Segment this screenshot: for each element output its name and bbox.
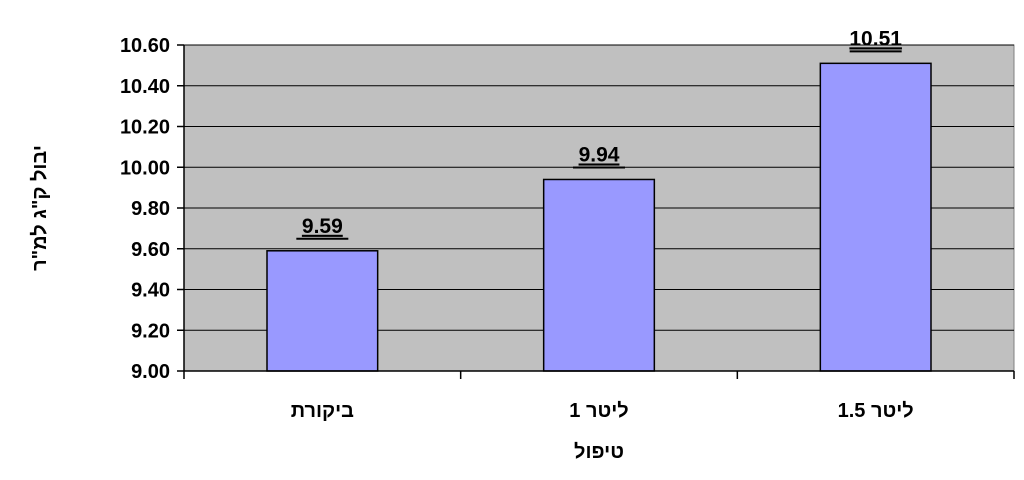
data-labels: 9.59 9.94 10.51 <box>296 27 902 240</box>
y-tick-label: 10.60 <box>120 35 170 57</box>
y-tick-label: 9.80 <box>131 198 170 220</box>
y-tick-label: 9.00 <box>131 361 170 383</box>
bar <box>542 178 656 372</box>
y-axis-title: יבול ק"ג למ"ר <box>29 145 51 271</box>
x-axis-ticks: ביקורת ליטר 1 ליטר 1.5 <box>183 371 1015 422</box>
y-tick-label: 9.60 <box>131 239 170 261</box>
y-axis-ticks: 9.00 9.20 9.40 9.60 9.80 10.00 10.20 10.40 10.60 <box>120 35 184 383</box>
x-tick-label: ליטר 1.5 <box>838 400 914 422</box>
y-tick-label: 9.40 <box>131 280 170 302</box>
y-tick-label: 10.20 <box>120 117 170 139</box>
data-label: 10.51 <box>849 27 902 50</box>
bar <box>266 250 379 372</box>
x-axis-title: טיפול <box>574 441 624 463</box>
y-tick-label: 10.40 <box>120 76 170 98</box>
bar <box>819 62 932 372</box>
x-tick-label: ביקורת <box>291 400 354 422</box>
data-label: 9.59 <box>302 215 343 238</box>
y-tick-label: 10.00 <box>120 157 170 179</box>
y-tick-label: 9.20 <box>131 320 170 342</box>
bars <box>266 62 932 372</box>
x-tick-label: ליטר 1 <box>569 400 628 422</box>
data-label: 9.94 <box>579 143 620 166</box>
